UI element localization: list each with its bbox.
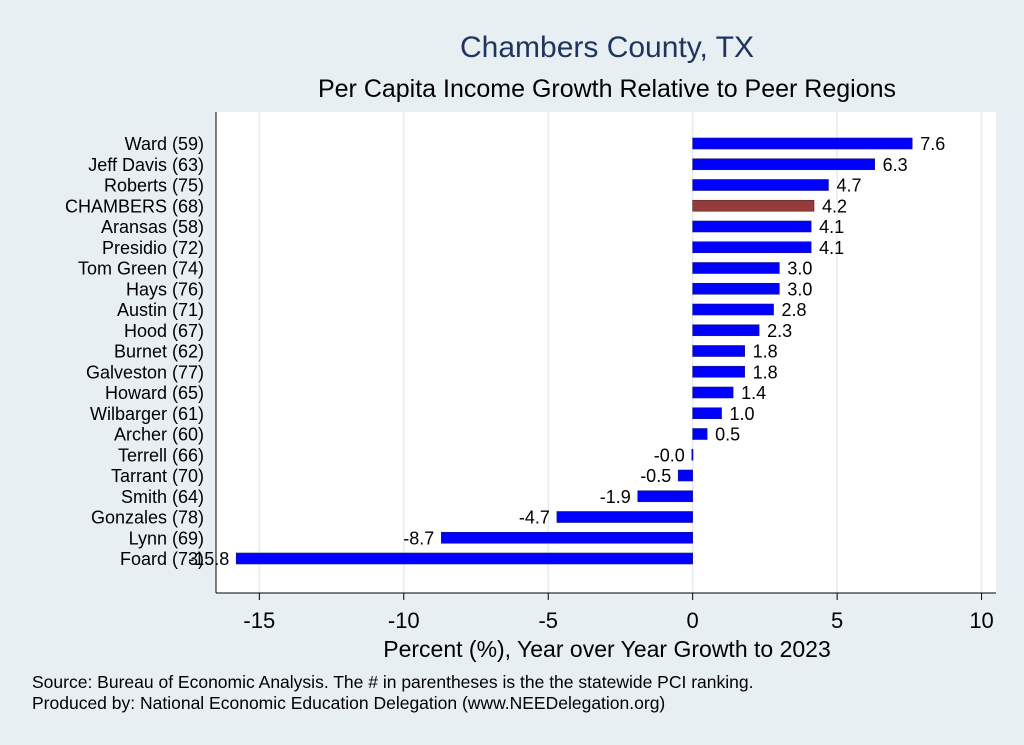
bar bbox=[692, 386, 734, 399]
bar bbox=[441, 531, 693, 544]
x-ticks: -15 -10 -5 0 5 10 bbox=[243, 593, 994, 633]
bar bbox=[692, 158, 875, 171]
category-label: CHAMBERS (68) bbox=[65, 196, 204, 216]
category-label: Jeff Davis (63) bbox=[88, 155, 204, 175]
category-label: Hood (67) bbox=[124, 321, 204, 341]
category-label: Gonzales (78) bbox=[91, 508, 204, 528]
category-label: Tarrant (70) bbox=[111, 466, 204, 486]
x-tick-label: 5 bbox=[831, 608, 843, 633]
bar bbox=[692, 303, 774, 316]
category-label: Lynn (69) bbox=[129, 528, 204, 548]
bar bbox=[692, 428, 708, 440]
bar bbox=[677, 469, 693, 482]
bar bbox=[692, 407, 722, 420]
value-label: 4.1 bbox=[819, 238, 844, 258]
value-label: 1.0 bbox=[730, 404, 755, 424]
source-note: Source: Bureau of Economic Analysis. The… bbox=[32, 672, 753, 692]
category-label: Presidio (72) bbox=[102, 238, 204, 258]
value-label: 2.8 bbox=[782, 300, 807, 320]
bar bbox=[692, 345, 745, 357]
category-label: Ward (59) bbox=[125, 134, 204, 154]
bar bbox=[692, 137, 913, 150]
category-label: Tom Green (74) bbox=[78, 259, 204, 279]
value-label: -4.7 bbox=[519, 508, 550, 528]
bar bbox=[235, 552, 693, 565]
value-label: -8.7 bbox=[403, 528, 434, 548]
value-labels: 7.66.34.74.24.14.13.03.02.82.31.81.81.41… bbox=[188, 134, 945, 569]
value-label: 4.7 bbox=[836, 176, 861, 196]
value-label: 1.4 bbox=[741, 383, 766, 403]
x-tick-label: 10 bbox=[969, 608, 993, 633]
bar bbox=[692, 365, 745, 378]
value-label: 2.3 bbox=[767, 321, 792, 341]
value-label: 4.1 bbox=[819, 217, 844, 237]
category-label: Wilbarger (61) bbox=[90, 404, 204, 424]
bar bbox=[692, 262, 780, 274]
chart-title: Chambers County, TX bbox=[460, 31, 754, 64]
bar bbox=[692, 179, 829, 191]
category-labels: Ward (59)Jeff Davis (63)Roberts (75)CHAM… bbox=[65, 134, 204, 569]
value-label: 3.0 bbox=[787, 279, 812, 299]
bar bbox=[692, 282, 780, 295]
producer-note: Produced by: National Economic Education… bbox=[32, 693, 665, 713]
bar bbox=[692, 199, 815, 212]
category-label: Archer (60) bbox=[114, 425, 204, 445]
category-label: Roberts (75) bbox=[104, 176, 204, 196]
category-label: Aransas (58) bbox=[101, 217, 204, 237]
x-tick-label: -5 bbox=[538, 608, 558, 633]
bar bbox=[692, 241, 812, 254]
value-label: 4.2 bbox=[822, 196, 847, 216]
x-tick-label: -10 bbox=[388, 608, 420, 633]
category-label: Burnet (62) bbox=[114, 342, 204, 362]
x-axis-label: Percent (%), Year over Year Growth to 20… bbox=[383, 636, 831, 662]
category-label: Austin (71) bbox=[117, 300, 204, 320]
x-tick-label: 0 bbox=[687, 608, 699, 633]
value-label: 7.6 bbox=[920, 134, 945, 154]
value-label: 1.8 bbox=[753, 362, 778, 382]
x-tick-label: -15 bbox=[243, 608, 275, 633]
chart-subtitle: Per Capita Income Growth Relative to Pee… bbox=[318, 75, 896, 103]
bar bbox=[637, 490, 693, 503]
category-label: Howard (65) bbox=[105, 383, 204, 403]
category-label: Galveston (77) bbox=[86, 362, 204, 382]
value-label: 0.5 bbox=[715, 425, 740, 445]
category-label: Smith (64) bbox=[121, 487, 204, 507]
bar bbox=[692, 220, 812, 233]
value-label: 1.8 bbox=[753, 342, 778, 362]
bar bbox=[691, 448, 694, 461]
bar bbox=[692, 324, 760, 337]
category-label: Terrell (66) bbox=[118, 445, 204, 465]
value-label: -0.0 bbox=[654, 445, 685, 465]
value-label: -1.9 bbox=[600, 487, 631, 507]
value-label: 3.0 bbox=[787, 259, 812, 279]
bars bbox=[235, 137, 913, 565]
bar bbox=[556, 511, 693, 523]
category-label: Foard (73) bbox=[120, 549, 204, 569]
category-label: Hays (76) bbox=[126, 279, 204, 299]
value-label: -0.5 bbox=[640, 466, 671, 486]
value-label: -15.8 bbox=[188, 549, 229, 569]
value-label: 6.3 bbox=[883, 155, 908, 175]
